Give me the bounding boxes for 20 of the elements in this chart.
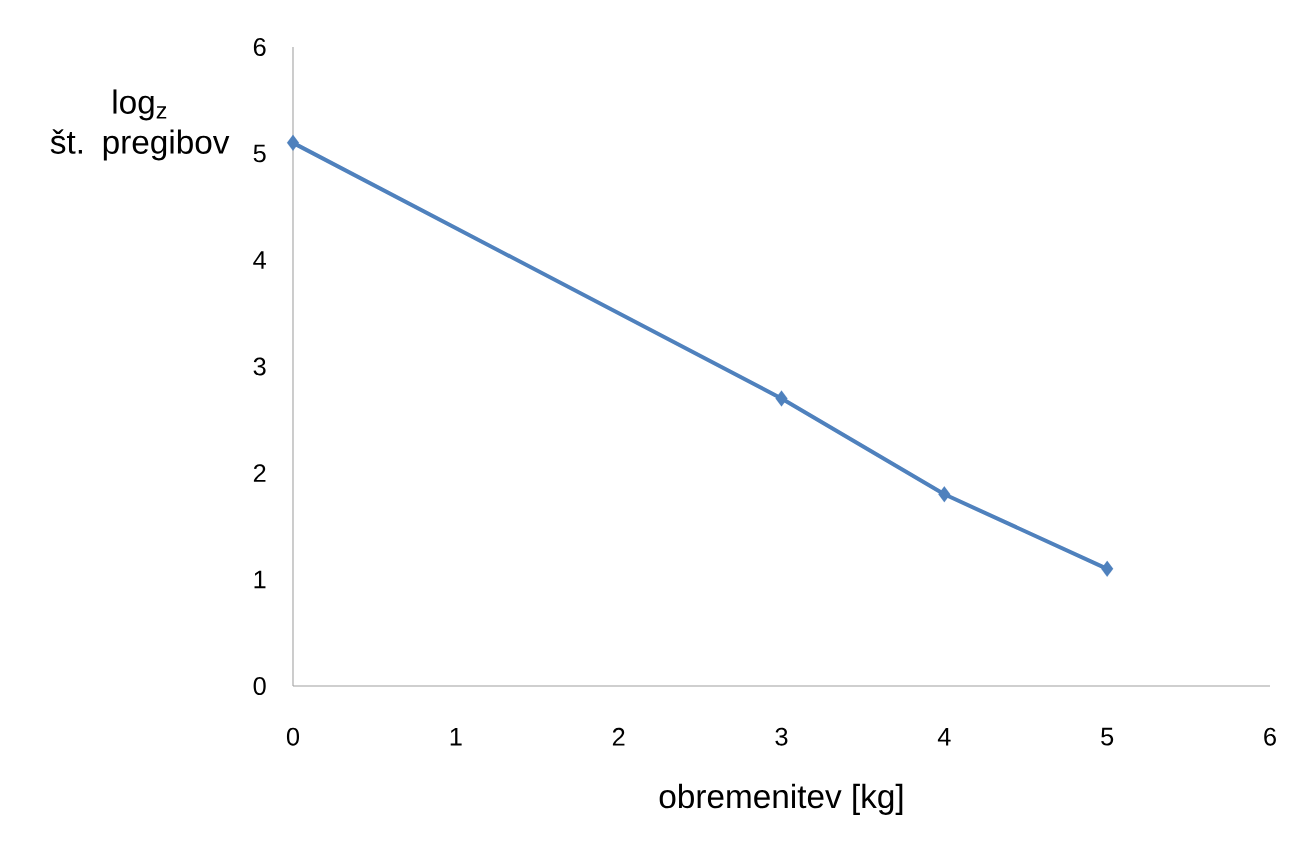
y-axis-title: log$_{z}$ št. pregibov <box>50 89 230 161</box>
y-tick-label: 0 <box>253 677 266 695</box>
y-tick-label: 2 <box>253 464 266 482</box>
point <box>286 134 300 151</box>
x-axis-title: obremenitev [kg] <box>659 783 903 815</box>
point <box>938 486 951 503</box>
x-tick-label: 6 <box>1264 727 1276 746</box>
y-tick-label: 4 <box>253 251 266 269</box>
point <box>775 390 788 407</box>
y-tick-label: 1 <box>254 570 266 589</box>
x-tick-label: 2 <box>612 727 625 746</box>
y-tick-label: 5 <box>253 144 266 163</box>
x-tick-label: 4 <box>937 727 951 746</box>
x-tick-label: 5 <box>1101 727 1114 746</box>
y-tick-label: 6 <box>253 38 266 56</box>
y-tick-label: 3 <box>253 357 266 376</box>
point <box>1101 560 1114 577</box>
x-tick-label: 3 <box>775 727 788 746</box>
x-tick-label: 0 <box>286 727 300 746</box>
x-tick-label: 1 <box>450 727 462 746</box>
